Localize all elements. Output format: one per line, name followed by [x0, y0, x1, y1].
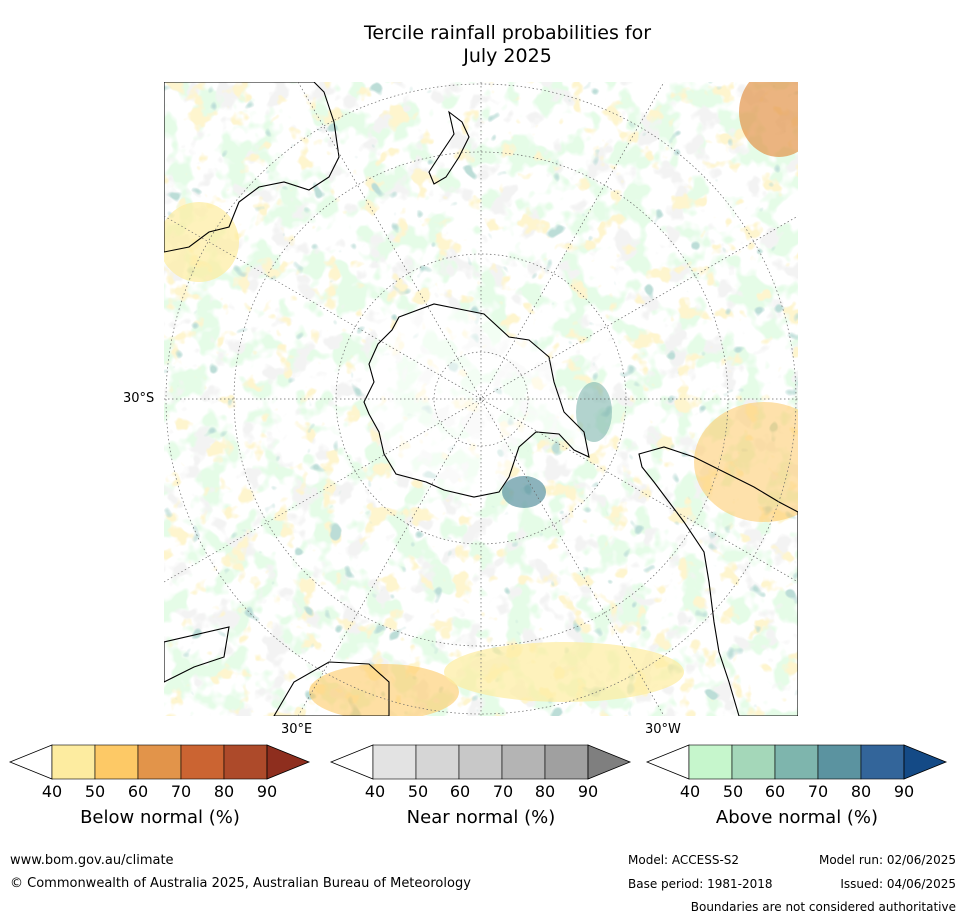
australia-coastline	[164, 82, 340, 253]
above-tick-90: 90	[893, 782, 915, 801]
above-colorbar-min-arrow	[645, 744, 690, 780]
colorbar-above-normal: 40 50 60 70 80 90 Above normal (%)	[645, 744, 949, 828]
south-america-dry-region	[694, 402, 798, 522]
south-america-coastline	[638, 446, 798, 716]
below-tick-60: 60	[127, 782, 149, 801]
antarctica-interior	[364, 304, 589, 497]
colorbar-near-label: Near normal (%)	[406, 807, 556, 828]
below-colorbar-cell-40	[51, 744, 96, 780]
colorbar-near-normal: 40 50 60 70 80 90 Near normal (%)	[329, 744, 633, 828]
map-canvas	[164, 82, 798, 716]
near-colorbar-cell-80	[544, 744, 589, 780]
above-tick-60: 60	[764, 782, 786, 801]
colorbar-below-label: Below normal (%)	[80, 807, 240, 828]
colorbar-above-ticks: 40 50 60 70 80 90	[645, 782, 949, 802]
colorbar-near-ticks: 40 50 60 70 80 90	[329, 782, 633, 802]
near-colorbar-cell-50	[415, 744, 460, 780]
near-tick-80: 80	[534, 782, 556, 801]
above-colorbar-cell-70	[817, 744, 862, 780]
longitude-label-30w: 30°W	[645, 722, 681, 737]
below-tick-90: 90	[256, 782, 278, 801]
above-colorbar-cell-50	[731, 744, 776, 780]
africa-west-coastline	[164, 626, 230, 683]
colorbar-below-swatches	[8, 744, 311, 780]
below-colorbar-cell-70	[180, 744, 225, 780]
issued-date: Issued: 04/06/2025	[840, 877, 956, 891]
model-run-date: Model run: 02/06/2025	[818, 853, 956, 867]
above-colorbar-max-arrow	[903, 744, 948, 780]
above-tick-50: 50	[722, 782, 744, 801]
africa-south-coastline	[273, 661, 390, 716]
near-colorbar-cell-70	[501, 744, 546, 780]
colorbar-above-swatches	[645, 744, 948, 780]
above-colorbar-cell-80	[860, 744, 905, 780]
near-colorbar-cell-40	[372, 744, 417, 780]
colorbar-near-swatches	[329, 744, 632, 780]
boundaries-disclaimer: Boundaries are not considered authoritat…	[690, 900, 956, 914]
colorbar-above-label: Above normal (%)	[715, 807, 879, 828]
near-tick-50: 50	[407, 782, 429, 801]
below-tick-70: 70	[170, 782, 192, 801]
longitude-label-30e: 30°E	[281, 722, 313, 737]
model-name: Model: ACCESS-S2	[628, 853, 740, 867]
antarctica-coastline	[363, 303, 590, 498]
below-tick-80: 80	[213, 782, 235, 801]
base-period: Base period: 1981-2018	[628, 877, 773, 891]
website-link[interactable]: www.bom.gov.au/climate	[10, 853, 174, 868]
below-tick-50: 50	[84, 782, 106, 801]
below-colorbar-cell-80	[223, 744, 268, 780]
above-tick-40: 40	[679, 782, 701, 801]
near-tick-70: 70	[492, 782, 514, 801]
latitude-label-30s: 30°S	[123, 391, 155, 406]
graticule	[164, 82, 798, 716]
above-colorbar-cell-60	[774, 744, 819, 780]
chart-title: Tercile rainfall probabilities for July …	[0, 22, 965, 68]
below-colorbar-max-arrow	[266, 744, 311, 780]
title-line-2: July 2025	[463, 45, 552, 67]
northeast-dry-region	[739, 82, 798, 157]
title-line-1: Tercile rainfall probabilities for	[363, 22, 652, 44]
polar-map	[164, 82, 798, 716]
above-colorbar-cell-40	[688, 744, 733, 780]
south-atlantic-dry-region	[444, 642, 684, 702]
near-tick-60: 60	[449, 782, 471, 801]
peninsula-wet-region	[576, 382, 612, 442]
colorbar-below-normal: 40 50 60 70 80 90 Below normal (%)	[8, 744, 312, 828]
near-tick-90: 90	[577, 782, 599, 801]
above-tick-80: 80	[850, 782, 872, 801]
africa-dry-region	[309, 664, 459, 716]
colorbar-below-ticks: 40 50 60 70 80 90	[8, 782, 312, 802]
near-colorbar-max-arrow	[587, 744, 632, 780]
new-zealand-coastline	[428, 110, 470, 185]
near-colorbar-cell-60	[458, 744, 503, 780]
below-tick-40: 40	[41, 782, 63, 801]
copyright-text: © Commonwealth of Australia 2025, Austra…	[10, 876, 471, 891]
below-colorbar-min-arrow	[8, 744, 53, 780]
near-tick-40: 40	[364, 782, 386, 801]
near-colorbar-min-arrow	[329, 744, 374, 780]
below-colorbar-cell-50	[94, 744, 139, 780]
below-colorbar-cell-60	[137, 744, 182, 780]
above-tick-70: 70	[807, 782, 829, 801]
weddell-wet-region	[502, 476, 546, 508]
